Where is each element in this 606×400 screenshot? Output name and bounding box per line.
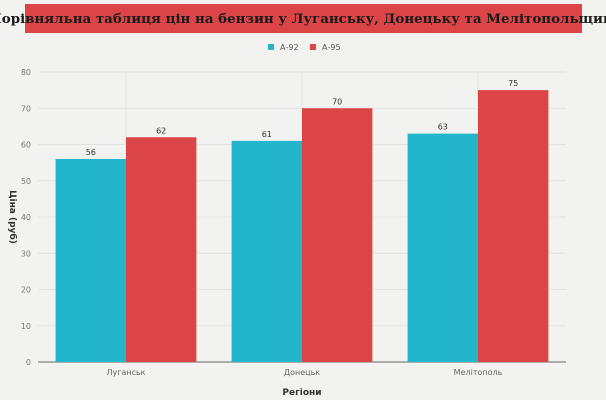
legend: А-92 А-95 <box>268 43 341 52</box>
x-tick-label: Луганськ <box>106 368 145 377</box>
data-label: 63 <box>438 123 448 132</box>
y-axis-title: Ціна (руб) <box>7 190 18 244</box>
y-tick-label: 60 <box>21 141 31 150</box>
bar <box>407 133 478 362</box>
x-axis-title: Регіони <box>282 387 321 398</box>
bar <box>302 108 373 362</box>
legend-swatch <box>310 44 316 50</box>
data-label: 56 <box>86 148 96 157</box>
y-tick-label: 0 <box>26 358 31 367</box>
bar <box>231 140 302 362</box>
y-tick-label: 10 <box>21 322 31 331</box>
y-tick-label: 50 <box>21 177 31 186</box>
bar <box>126 137 197 362</box>
y-tick-label: 70 <box>21 104 31 113</box>
x-tick-label: Мелітополь <box>454 368 503 377</box>
y-tick-label: 40 <box>21 213 31 222</box>
data-label: 61 <box>262 130 272 139</box>
legend-label: А-92 <box>280 43 299 52</box>
bars: 56 62 61 70 63 75 <box>55 79 549 362</box>
legend-label: А-95 <box>322 43 341 52</box>
data-label: 62 <box>156 126 166 135</box>
y-tick-label: 80 <box>21 68 31 77</box>
x-tick-label: Донецьк <box>284 368 320 377</box>
title-banner: Порівняльна таблиця цін на бензин у Луга… <box>0 4 606 33</box>
data-label: 75 <box>508 79 518 88</box>
bar <box>55 159 126 362</box>
data-label: 70 <box>332 97 342 106</box>
y-tick-label: 20 <box>21 286 31 295</box>
chart-title: Порівняльна таблиця цін на бензин у Луга… <box>0 10 606 27</box>
legend-swatch <box>268 44 274 50</box>
y-tick-label: 30 <box>21 249 31 258</box>
bar <box>478 90 549 362</box>
